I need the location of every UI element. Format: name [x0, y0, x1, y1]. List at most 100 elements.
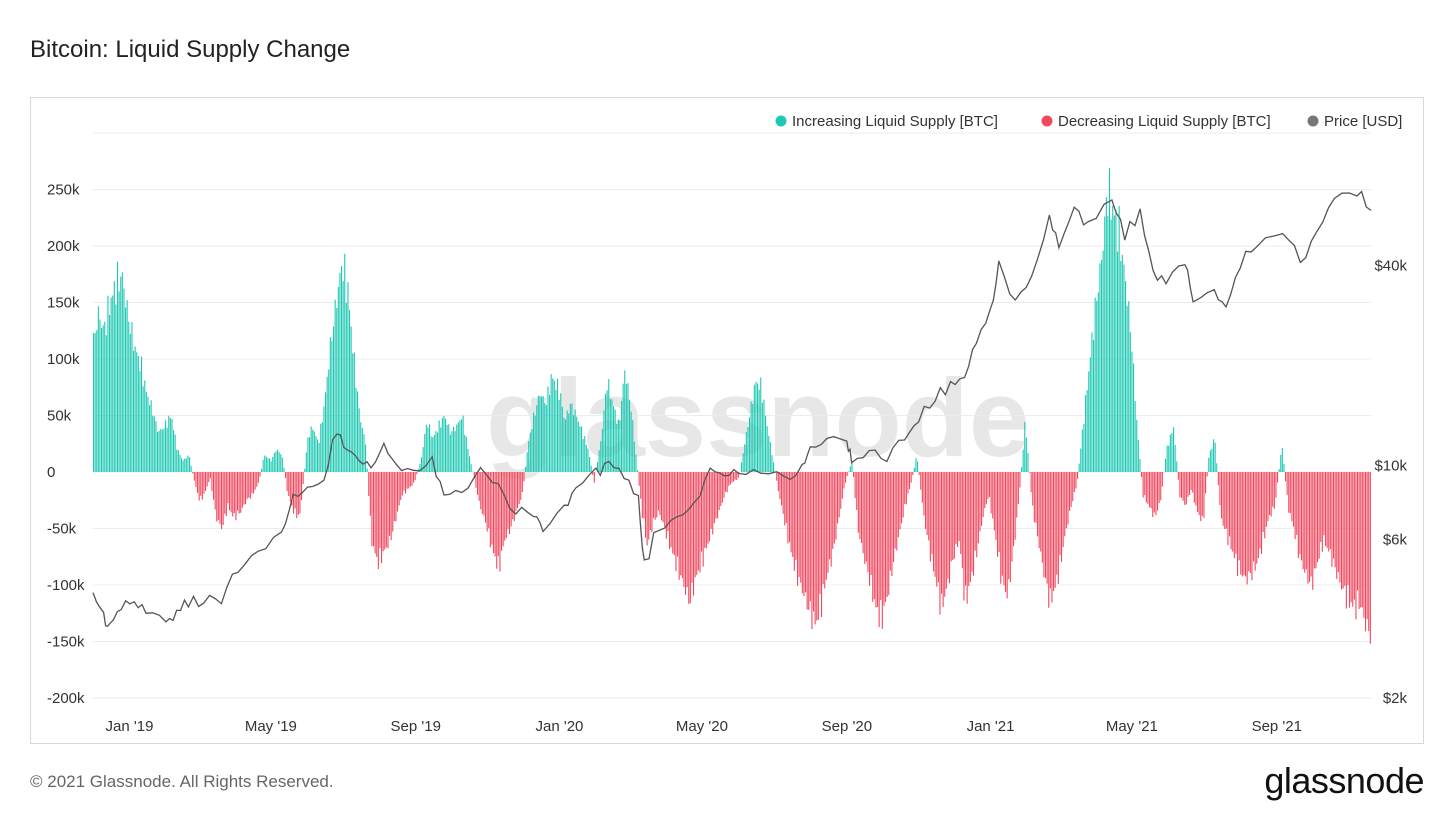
- chart-panel: glassnode 250k200k150k100k50k0-50k-100k-…: [30, 97, 1424, 744]
- decrease-bar: [713, 472, 715, 524]
- decrease-bar: [936, 472, 938, 587]
- decrease-bar: [640, 472, 642, 499]
- decrease-bar: [912, 472, 914, 476]
- chart-svg[interactable]: glassnode 250k200k150k100k50k0-50k-100k-…: [31, 98, 1425, 745]
- decrease-bar: [198, 472, 200, 501]
- increase-bar: [1086, 390, 1088, 472]
- increase-bar: [339, 272, 341, 472]
- decrease-bar: [256, 472, 258, 487]
- increase-bar: [173, 430, 175, 472]
- increase-bar: [419, 463, 421, 472]
- brand-logo[interactable]: glassnode: [1264, 760, 1424, 801]
- decrease-bar: [491, 472, 493, 545]
- increase-bar: [917, 461, 919, 472]
- decrease-bar: [409, 472, 411, 487]
- decrease-bar: [1352, 472, 1354, 607]
- decrease-bar: [592, 472, 594, 475]
- decrease-bar: [843, 472, 845, 489]
- increase-bar: [606, 390, 608, 472]
- increase-bar: [320, 423, 322, 472]
- decrease-bar: [229, 472, 231, 511]
- x-axis: Jan '19 May '19 Sep '19 Jan '20 May '20 Sep '…: [106, 718, 1302, 735]
- decrease-bar: [942, 472, 944, 607]
- y-right-tick-label: $2k: [1383, 690, 1408, 707]
- increase-bar: [142, 386, 144, 472]
- decrease-bar: [1053, 472, 1055, 592]
- decrease-bar: [944, 472, 946, 597]
- increase-bar: [184, 458, 186, 472]
- increase-bar: [112, 295, 114, 472]
- increase-bar: [264, 455, 266, 472]
- increase-bar: [1099, 263, 1101, 472]
- x-tick-label: May '21: [1106, 718, 1158, 735]
- increase-bar: [563, 417, 565, 472]
- increase-bar: [134, 346, 136, 472]
- decrease-bar: [873, 472, 875, 600]
- decrease-bar: [1201, 472, 1203, 516]
- decrease-bar: [689, 472, 691, 604]
- decrease-bar: [1358, 472, 1360, 609]
- increase-bar: [755, 381, 757, 472]
- increase-bar: [1171, 433, 1173, 472]
- decrease-bar: [1184, 472, 1186, 505]
- increase-bar: [1110, 219, 1112, 472]
- increase-bar: [582, 439, 584, 472]
- increase-bar: [363, 434, 365, 472]
- decrease-bar: [1145, 472, 1147, 503]
- decrease-bar: [512, 472, 514, 520]
- increase-bar: [315, 436, 317, 472]
- increase-bar: [101, 328, 103, 472]
- increase-bar: [558, 399, 560, 472]
- increase-bar: [603, 410, 605, 472]
- increase-bar: [1136, 419, 1138, 472]
- decrease-bar: [376, 472, 378, 557]
- increase-bar: [1123, 264, 1125, 472]
- decrease-bar: [257, 472, 259, 483]
- decrease-bar: [992, 472, 994, 519]
- decrease-bar: [902, 472, 904, 518]
- decrease-bar: [1269, 472, 1271, 516]
- increase-bar: [1131, 351, 1133, 472]
- increase-bar: [137, 355, 139, 472]
- increase-bar: [337, 286, 339, 472]
- decrease-bar: [289, 472, 291, 502]
- decrease-bar: [857, 472, 859, 533]
- increase-bar: [349, 310, 351, 472]
- increase-bar: [261, 468, 263, 472]
- increase-bar: [1174, 444, 1176, 472]
- increase-bar: [1107, 215, 1109, 472]
- y-left-tick-label: 100k: [47, 351, 80, 368]
- decrease-bar: [659, 472, 661, 516]
- decrease-bar: [947, 472, 949, 579]
- decrease-bar: [1160, 472, 1162, 501]
- decrease-bar: [905, 472, 907, 505]
- increase-bar: [608, 379, 610, 472]
- decrease-bar: [1235, 472, 1237, 554]
- decrease-bar: [712, 472, 714, 535]
- increase-bar: [179, 454, 181, 472]
- decrease-bar: [1181, 472, 1183, 498]
- decrease-bar: [1254, 472, 1256, 571]
- decrease-bar: [1315, 472, 1317, 569]
- increase-bar: [1166, 445, 1168, 472]
- decrease-bar: [211, 472, 213, 492]
- price-line[interactable]: [92, 190, 1372, 628]
- decrease-bar: [1275, 472, 1277, 498]
- decrease-bar: [1008, 472, 1010, 580]
- decrease-bar: [382, 472, 384, 552]
- increase-bar: [435, 431, 437, 472]
- decrease-bar: [710, 472, 712, 529]
- increase-bar: [525, 466, 527, 472]
- increase-bar: [171, 419, 173, 472]
- decrease-bar: [961, 472, 963, 569]
- decrease-bar: [907, 472, 909, 494]
- decrease-bar: [1301, 472, 1303, 561]
- increase-bar: [275, 451, 277, 472]
- increase-bar: [270, 461, 272, 472]
- decrease-bar: [502, 472, 504, 547]
- decrease-bar: [1293, 472, 1295, 527]
- decrease-bar: [968, 472, 970, 586]
- decrease-bar: [193, 472, 195, 481]
- decrease-bar: [973, 472, 975, 576]
- decrease-bar: [809, 472, 811, 602]
